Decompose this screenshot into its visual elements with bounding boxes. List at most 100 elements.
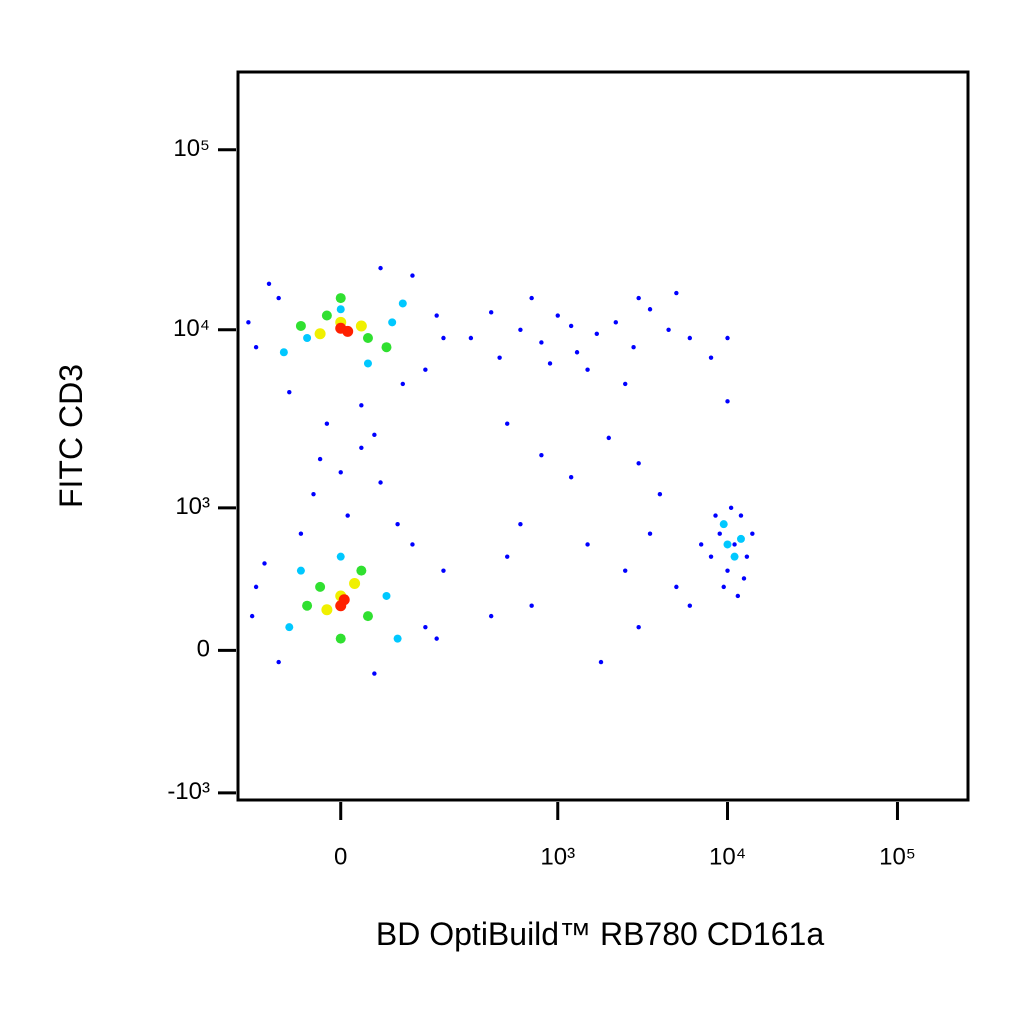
event-dot <box>423 367 428 372</box>
event-dot <box>518 327 523 332</box>
event-dot <box>434 636 439 641</box>
event-dot <box>606 435 611 441</box>
event-dot <box>488 613 494 619</box>
event-dot <box>674 584 679 590</box>
event-dot <box>321 310 332 321</box>
event-dot <box>321 604 333 616</box>
event-dot <box>388 318 397 327</box>
event-dot <box>529 603 534 608</box>
event-dot <box>400 381 405 387</box>
event-dot <box>717 531 722 536</box>
event-dot <box>276 295 281 301</box>
event-dot <box>488 310 494 315</box>
event-dot <box>296 566 305 575</box>
event-dot <box>723 540 732 549</box>
event-dot <box>314 328 326 340</box>
event-dot <box>359 403 364 408</box>
event-dot <box>674 290 679 296</box>
event-dot <box>666 327 671 332</box>
event-dot <box>730 552 739 561</box>
event-dot <box>398 299 407 308</box>
event-dot <box>657 491 663 497</box>
y-tick-label: 0 <box>197 636 210 663</box>
event-dot <box>585 367 590 372</box>
event-dot <box>302 600 313 611</box>
event-dot <box>335 633 346 644</box>
event-dot <box>338 594 350 606</box>
x-tick-label: 0 <box>334 843 347 870</box>
x-axis-title: BD OptiBuild™ RB780 CD161a <box>376 916 824 952</box>
event-dot <box>725 335 730 341</box>
event-dot <box>434 313 439 318</box>
event-dot <box>393 634 402 643</box>
event-dot <box>356 565 367 576</box>
event-dot <box>497 355 502 360</box>
event-dot <box>728 505 734 511</box>
event-dot <box>382 591 391 600</box>
event-dot <box>529 295 534 301</box>
event-dot <box>636 295 641 301</box>
event-dot <box>249 613 255 619</box>
event-dot <box>738 513 744 518</box>
event-dot <box>713 513 718 518</box>
event-dot <box>698 542 704 547</box>
event-dot <box>721 584 726 590</box>
event-dot <box>276 659 281 665</box>
event-dot <box>362 611 373 622</box>
event-dot <box>636 461 641 466</box>
event-dot <box>574 350 580 355</box>
event-dot <box>378 265 383 271</box>
event-dot <box>287 389 292 395</box>
event-dot <box>349 577 361 589</box>
y-tick-label: 10⁴ <box>173 315 210 342</box>
event-dot <box>372 671 377 676</box>
event-dot <box>381 342 392 353</box>
event-dot <box>410 273 415 278</box>
event-dot <box>539 452 544 458</box>
event-dot <box>359 445 364 450</box>
event-dot <box>410 542 415 547</box>
event-dot <box>725 568 730 573</box>
y-tick-label: 10³ <box>175 493 210 520</box>
event-dot <box>585 542 590 547</box>
event-dot <box>423 624 428 630</box>
event-dot <box>719 520 728 529</box>
event-dot <box>732 542 737 547</box>
event-dot <box>253 584 259 590</box>
event-dot <box>342 325 354 337</box>
event-dot <box>708 355 714 360</box>
event-dot <box>744 554 750 559</box>
event-dot <box>317 456 323 462</box>
event-dot <box>735 593 741 599</box>
event-dot <box>378 480 383 485</box>
event-dot <box>687 335 693 341</box>
event-dot <box>295 320 306 331</box>
event-dot <box>555 313 560 318</box>
event-dot <box>518 521 523 527</box>
event-dot <box>372 432 377 438</box>
event-dot <box>311 491 316 497</box>
event-dot <box>623 381 628 387</box>
event-dot <box>345 513 350 518</box>
event-dot <box>355 320 367 332</box>
event-dot <box>303 334 312 343</box>
event-dot <box>253 345 259 350</box>
x-tick-label: 10⁴ <box>709 843 746 870</box>
x-tick-label: 10³ <box>540 843 575 870</box>
y-tick-label: 10⁵ <box>173 135 210 162</box>
event-dot <box>266 281 272 287</box>
event-dot <box>285 623 294 632</box>
event-dot <box>441 335 446 341</box>
event-dot <box>363 359 372 368</box>
event-dot <box>298 531 304 536</box>
event-dot <box>568 475 574 480</box>
event-dot <box>336 305 345 314</box>
event-dot <box>279 348 288 357</box>
plot-frame <box>236 70 970 802</box>
event-dot <box>736 534 745 543</box>
event-dot <box>636 624 641 630</box>
event-dot <box>338 470 343 475</box>
event-dot <box>547 361 553 366</box>
x-tick-label: 10⁵ <box>879 843 916 870</box>
event-dot <box>246 320 251 325</box>
